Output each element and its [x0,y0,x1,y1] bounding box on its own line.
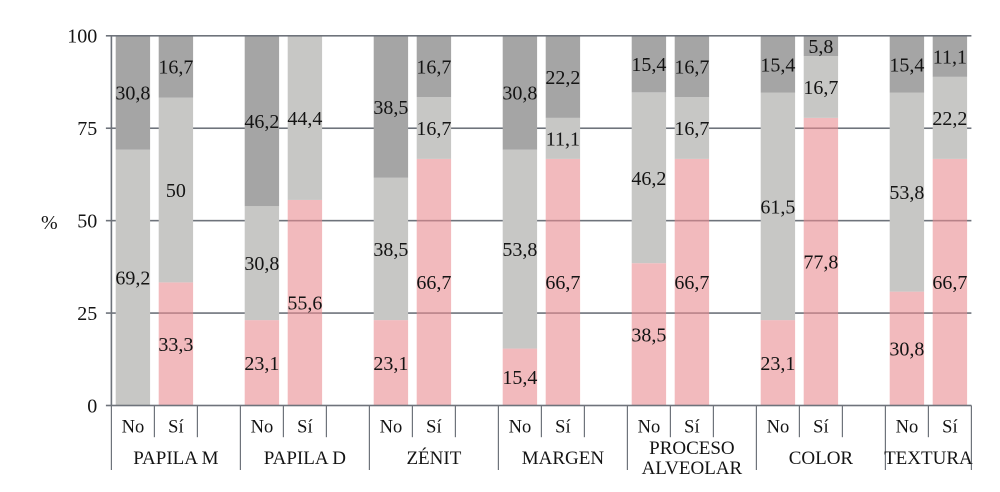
svg-text:TEXTURA: TEXTURA [884,448,973,469]
svg-text:50: 50 [166,180,186,202]
svg-text:ZÉNIT: ZÉNIT [406,447,461,469]
svg-text:46,2: 46,2 [631,168,666,190]
svg-text:No: No [767,418,790,438]
svg-text:PROCESO: PROCESO [649,438,735,459]
svg-text:Sí: Sí [813,418,828,438]
svg-text:25: 25 [77,303,97,325]
svg-text:66,7: 66,7 [416,272,451,294]
svg-text:Sí: Sí [684,418,699,438]
svg-text:15,4: 15,4 [889,54,924,76]
svg-text:22,2: 22,2 [545,67,580,89]
svg-text:Sí: Sí [297,418,312,438]
svg-text:66,7: 66,7 [545,272,580,294]
svg-text:55,6: 55,6 [287,293,322,315]
svg-text:61,5: 61,5 [760,196,795,218]
svg-text:15,4: 15,4 [760,54,795,76]
svg-text:16,7: 16,7 [674,56,709,78]
svg-text:Sí: Sí [555,418,570,438]
svg-text:44,4: 44,4 [287,108,322,130]
svg-text:PAPILA D: PAPILA D [264,448,346,469]
svg-text:No: No [509,418,532,438]
svg-text:11,1: 11,1 [933,46,967,68]
svg-text:46,2: 46,2 [244,111,279,133]
svg-text:%: % [41,212,58,234]
svg-text:Sí: Sí [942,418,957,438]
svg-text:16,7: 16,7 [416,118,451,140]
svg-text:16,7: 16,7 [416,56,451,78]
svg-text:23,1: 23,1 [373,353,408,375]
svg-text:5,8: 5,8 [808,36,833,58]
svg-text:38,5: 38,5 [373,239,408,261]
svg-text:No: No [251,418,274,438]
svg-text:77,8: 77,8 [803,252,838,274]
svg-text:0: 0 [87,395,97,417]
svg-text:15,4: 15,4 [502,367,537,389]
svg-text:23,1: 23,1 [244,353,279,375]
svg-text:COLOR: COLOR [789,448,854,469]
svg-text:PAPILA M: PAPILA M [133,448,218,469]
svg-text:33,3: 33,3 [158,334,193,356]
svg-text:30,8: 30,8 [244,253,279,275]
svg-text:53,8: 53,8 [889,182,924,204]
svg-text:69,2: 69,2 [115,268,150,290]
svg-text:No: No [122,418,145,438]
svg-text:ALVEOLAR: ALVEOLAR [642,458,743,479]
svg-text:30,8: 30,8 [115,83,150,105]
svg-text:50: 50 [77,211,97,233]
svg-text:66,7: 66,7 [932,272,967,294]
svg-text:11,1: 11,1 [546,128,580,150]
svg-text:38,5: 38,5 [631,324,666,346]
svg-text:75: 75 [77,118,97,140]
svg-text:No: No [638,418,661,438]
svg-text:66,7: 66,7 [674,272,709,294]
svg-text:16,7: 16,7 [803,77,838,99]
svg-text:No: No [380,418,403,438]
svg-text:Sí: Sí [426,418,441,438]
svg-text:MARGEN: MARGEN [522,448,605,469]
svg-text:No: No [896,418,919,438]
svg-text:22,2: 22,2 [932,108,967,130]
svg-text:Sí: Sí [168,418,183,438]
svg-text:53,8: 53,8 [502,239,537,261]
svg-text:38,5: 38,5 [373,97,408,119]
svg-text:30,8: 30,8 [502,83,537,105]
svg-text:100: 100 [67,26,97,48]
svg-text:30,8: 30,8 [889,339,924,361]
svg-text:15,4: 15,4 [631,54,666,76]
svg-text:23,1: 23,1 [760,353,795,375]
svg-text:16,7: 16,7 [674,118,709,140]
svg-text:16,7: 16,7 [158,57,193,79]
